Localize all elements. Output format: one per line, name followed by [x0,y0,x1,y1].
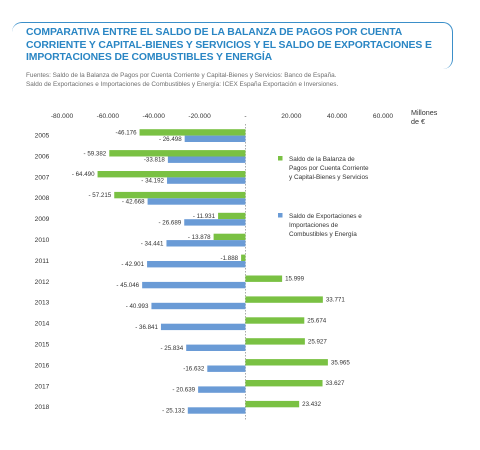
bar-energia [160,323,246,331]
bar-energia [198,386,246,393]
bar-balanza [97,171,246,178]
data-label: 33.771 [326,297,345,304]
category-label: 2007 [35,174,50,181]
data-label: - 26.689 [159,219,182,226]
data-label: 25.674 [307,318,326,325]
data-label: -1.888 [221,255,239,262]
bar-energia [187,407,246,414]
bar-balanza [245,380,323,387]
x-tick-label: 40.000 [327,113,348,120]
data-label: - 42.901 [121,261,144,268]
bar-energia [147,198,246,205]
unit-label-line1: Millones [411,108,438,117]
legend-label: Importaciones de [289,222,338,229]
bar-balanza [245,317,305,324]
legend-label: Combustibles y Energía [289,231,357,238]
category-label: 2005 [35,133,50,140]
bar-balanza [245,359,328,366]
legend-swatch-balanza [278,156,283,161]
data-label: -33.818 [144,157,166,164]
data-label: 15.999 [285,276,304,283]
bar-energia [207,365,246,372]
x-tick-label: -40.000 [143,113,166,120]
data-label: - 20.639 [172,387,195,394]
data-label: 33.627 [326,380,345,387]
data-label: - 64.490 [72,171,95,178]
data-label: - 57.215 [89,192,112,199]
legend: Saldo de la Balanza de Pagos por Cuenta C… [278,156,369,238]
category-label: 2006 [35,153,50,160]
legend-label: Saldo de Exportaciones e [289,213,362,220]
bar-balanza [245,275,283,282]
category-label: 2013 [35,300,50,307]
x-tick-label: 60.000 [373,113,394,120]
x-tick-label: 20.000 [281,113,302,120]
x-tick-label: -60.000 [97,113,120,120]
data-label: - 26.498 [159,136,182,143]
legend-label: y Capital-Bienes y Servicios [289,174,368,181]
bar-balanza [218,212,246,220]
data-label: -46.176 [116,129,138,136]
title-frame [12,22,453,69]
data-label: - 34.441 [141,240,164,247]
category-label: 2017 [35,383,50,390]
bar-energia [151,302,246,310]
bar-energia [167,156,246,163]
data-label: 35.965 [331,359,350,366]
data-label: - 11.931 [193,213,216,220]
data-label: - 34.192 [141,178,164,185]
bar-balanza [213,233,246,241]
x-tick-label: -80.000 [51,113,74,120]
bar-balanza [245,296,323,303]
bar-balanza [245,338,305,345]
data-label: 25.927 [308,338,327,345]
bar-energia [166,240,246,247]
bars-group: 2005 -46.176 - 26.498 2006 - 59.382 -33.818 20… [35,129,350,415]
category-label: 2014 [35,321,50,328]
chart-source: Fuentes: Saldo de la Balanza de Pagos po… [26,72,466,89]
bar-energia [184,135,246,142]
bar-balanza [241,254,246,261]
bar-energia [186,344,246,351]
category-label: 2016 [35,362,50,369]
category-label: 2015 [35,342,50,349]
data-label: - 25.834 [160,345,183,352]
data-label: - 45.046 [116,282,139,289]
category-label: 2008 [35,195,50,202]
data-label: - 13.878 [188,234,211,241]
x-tick-label: -20.000 [188,113,211,120]
category-label: 2010 [35,237,50,244]
data-label: 23.432 [302,401,321,408]
bar-energia [167,177,246,184]
legend-label: Pagos por Cuenta Corriente [289,165,369,172]
bar-balanza [139,129,246,136]
bar-balanza [245,400,300,408]
bar-balanza [114,191,246,199]
bar-balanza [109,150,246,157]
data-label: -16.632 [183,366,205,373]
data-label: - 59.382 [84,150,107,157]
category-label: 2009 [35,216,50,223]
category-label: 2018 [35,404,50,411]
source-line-2: Saldo de Exportaciones e Importaciones d… [26,80,339,88]
category-label: 2011 [35,258,50,265]
data-label: - 42.668 [122,199,145,206]
data-label: - 36.841 [135,324,158,331]
bar-energia [142,281,246,289]
data-label: - 25.132 [162,408,185,415]
bar-energia [147,261,246,268]
legend-label: Saldo de la Balanza de [289,156,355,163]
chart-title: COMPARATIVA ENTRE EL SALDO DE LA BALANZA… [26,27,432,63]
category-label: 2012 [35,279,50,286]
x-tick-label: - [244,113,246,120]
x-axis-ticks: -80.000 -60.000 -40.000 -20.000-20.000 40.00… [51,113,394,120]
bar-energia [184,219,246,226]
legend-swatch-energia [278,213,283,218]
unit-label-line2: de € [411,117,425,126]
source-line-1: Fuentes: Saldo de la Balanza de Pagos po… [26,72,337,79]
data-label: - 40.993 [126,303,149,310]
